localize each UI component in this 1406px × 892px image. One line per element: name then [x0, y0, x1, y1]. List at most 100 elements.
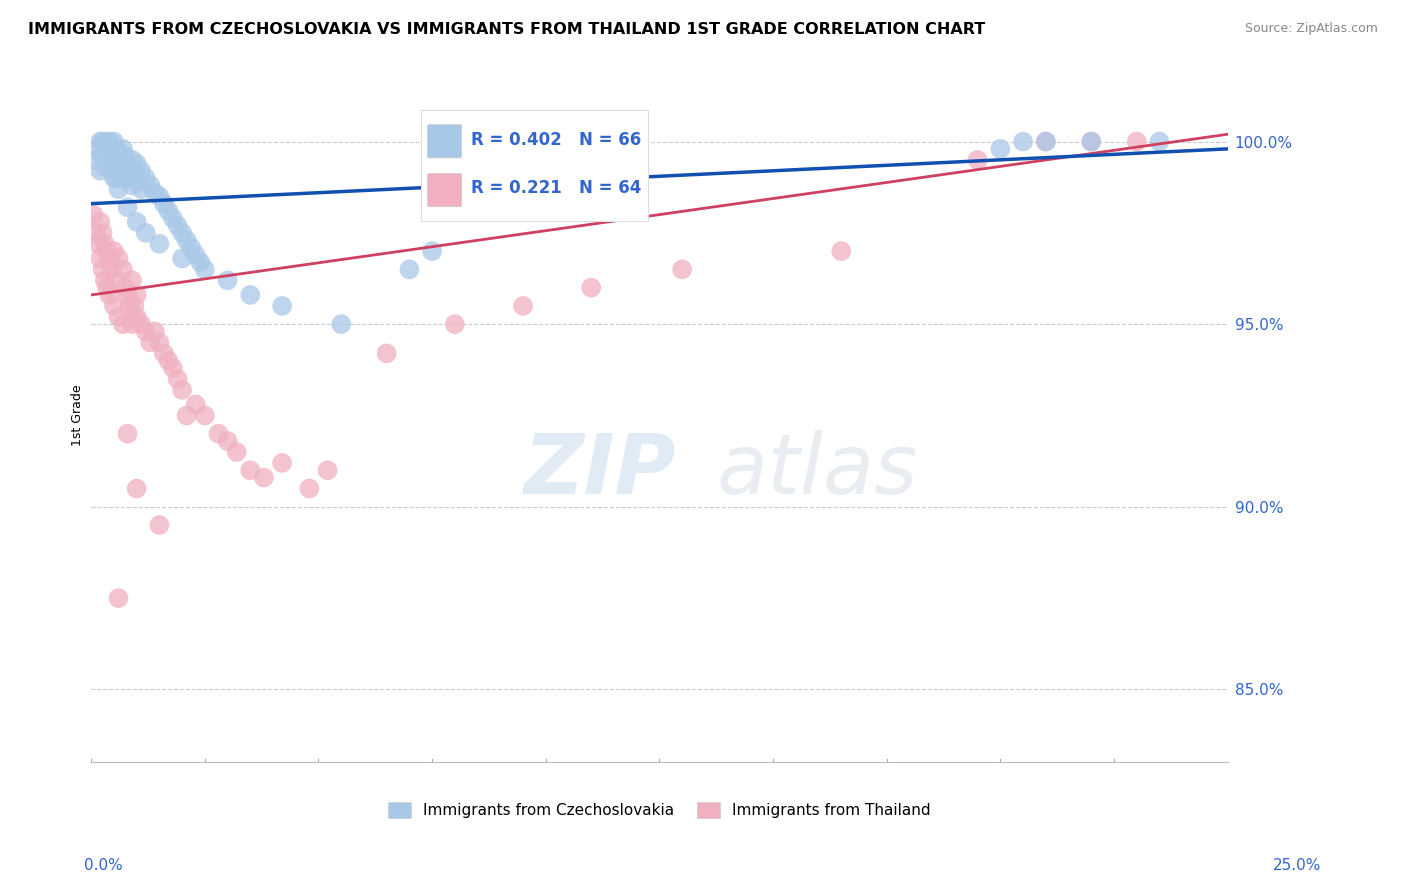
Point: [103, 135, 125, 149]
Point: [1080, 135, 1102, 149]
Point: [96, 280, 118, 294]
Point: [84, 153, 107, 167]
Point: [316, 463, 339, 477]
Point: [1012, 135, 1035, 149]
Point: [143, 186, 166, 200]
Point: [166, 219, 188, 233]
Point: [148, 189, 170, 203]
Point: [121, 317, 143, 331]
Point: [125, 156, 148, 170]
Point: [988, 142, 1011, 156]
Point: [89, 163, 111, 178]
Point: [100, 163, 122, 178]
Point: [239, 463, 262, 477]
Point: [114, 171, 136, 186]
Point: [172, 226, 194, 240]
Point: [184, 397, 207, 411]
Point: [94, 273, 117, 287]
Point: [176, 409, 198, 423]
Point: [105, 171, 128, 186]
Point: [118, 168, 141, 182]
Point: [91, 226, 114, 240]
Point: [121, 273, 143, 287]
Point: [98, 288, 121, 302]
Point: [1035, 135, 1057, 149]
Point: [103, 244, 125, 259]
Point: [139, 178, 162, 193]
Point: [135, 226, 157, 240]
Point: [135, 325, 157, 339]
Point: [444, 317, 467, 331]
Point: [94, 236, 117, 251]
Point: [96, 244, 118, 259]
Point: [143, 325, 166, 339]
Point: [125, 215, 148, 229]
Point: [98, 135, 121, 149]
Point: [162, 361, 184, 376]
Point: [89, 135, 111, 149]
Point: [82, 208, 104, 222]
Point: [111, 168, 134, 182]
Point: [139, 335, 162, 350]
Point: [94, 160, 117, 174]
Point: [512, 299, 534, 313]
Point: [330, 317, 353, 331]
Point: [176, 233, 198, 247]
Point: [217, 273, 239, 287]
Point: [830, 244, 852, 259]
Point: [148, 236, 170, 251]
Point: [96, 135, 118, 149]
Point: [194, 262, 217, 277]
Point: [188, 255, 211, 269]
Point: [121, 178, 143, 193]
Point: [271, 456, 294, 470]
Point: [117, 160, 139, 174]
Point: [107, 163, 129, 178]
Point: [117, 288, 139, 302]
Point: [91, 149, 114, 163]
Text: atlas: atlas: [716, 431, 918, 511]
Point: [1035, 135, 1057, 149]
Point: [398, 262, 420, 277]
Point: [107, 310, 129, 324]
Point: [103, 156, 125, 170]
Text: Source: ZipAtlas.com: Source: ZipAtlas.com: [1244, 22, 1378, 36]
Point: [153, 346, 176, 360]
Point: [157, 203, 180, 218]
Point: [579, 280, 602, 294]
Point: [98, 153, 121, 167]
Point: [184, 248, 207, 262]
Point: [121, 153, 143, 167]
Text: IMMIGRANTS FROM CZECHOSLOVAKIA VS IMMIGRANTS FROM THAILAND 1ST GRADE CORRELATION: IMMIGRANTS FROM CZECHOSLOVAKIA VS IMMIGR…: [28, 22, 986, 37]
Point: [110, 153, 132, 167]
Point: [129, 317, 152, 331]
Point: [129, 182, 152, 196]
Point: [107, 145, 129, 160]
Text: 25.0%: 25.0%: [1274, 858, 1322, 872]
Point: [420, 244, 443, 259]
Point: [1125, 135, 1147, 149]
Point: [89, 252, 111, 266]
Point: [153, 196, 176, 211]
Point: [162, 211, 184, 226]
Point: [107, 252, 129, 266]
Point: [105, 273, 128, 287]
Point: [172, 383, 194, 397]
Point: [111, 317, 134, 331]
Point: [180, 240, 202, 254]
Point: [107, 182, 129, 196]
Point: [125, 310, 148, 324]
Point: [124, 299, 146, 313]
Point: [129, 163, 152, 178]
Point: [194, 409, 217, 423]
Point: [298, 482, 321, 496]
Point: [111, 142, 134, 156]
Point: [125, 482, 148, 496]
Point: [217, 434, 239, 448]
Point: [100, 142, 122, 156]
Point: [157, 353, 180, 368]
Text: ZIP: ZIP: [523, 431, 676, 511]
Point: [148, 518, 170, 533]
Point: [114, 280, 136, 294]
Point: [1149, 135, 1171, 149]
